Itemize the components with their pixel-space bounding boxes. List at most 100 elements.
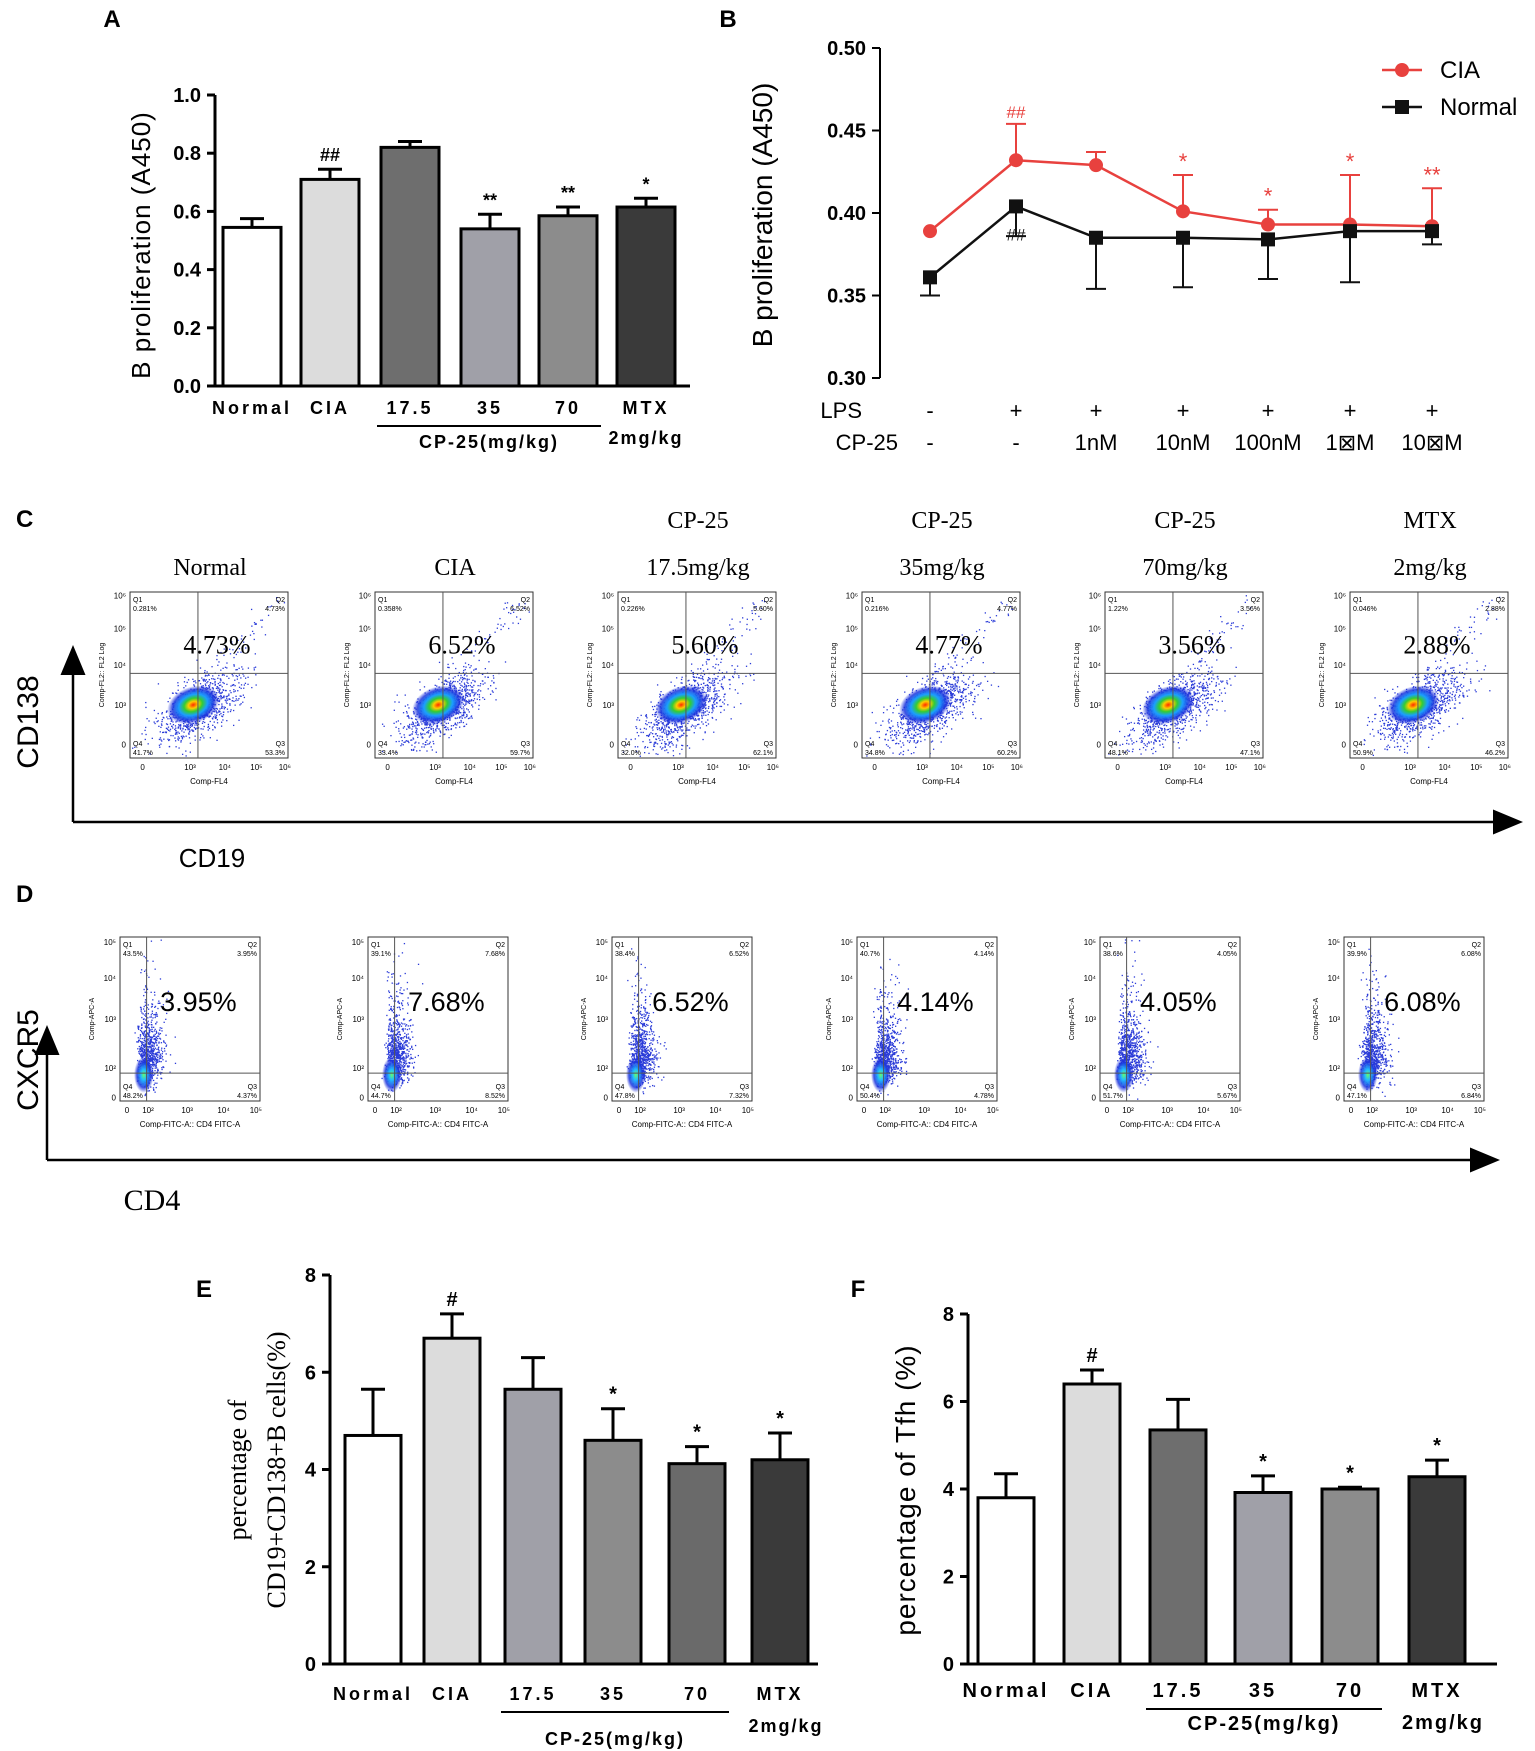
quadrant-name: Q4 xyxy=(133,741,142,748)
event-dot xyxy=(464,662,467,664)
event-dot xyxy=(193,684,195,686)
event-dot xyxy=(654,715,656,718)
event-dot xyxy=(933,680,936,682)
event-dot xyxy=(456,717,459,719)
event-dot xyxy=(163,738,165,740)
event-dot xyxy=(1227,622,1229,624)
event-dot xyxy=(230,685,232,687)
event-dot xyxy=(220,684,222,686)
event-dot xyxy=(222,681,224,684)
event-dot xyxy=(429,735,431,737)
event-dot xyxy=(869,737,872,739)
event-dot xyxy=(472,699,475,702)
event-dot xyxy=(1191,719,1193,721)
event-dot xyxy=(1149,732,1151,735)
event-dot xyxy=(438,728,440,730)
event-dot xyxy=(181,730,183,732)
event-dot xyxy=(928,726,930,728)
event-dot xyxy=(417,722,419,724)
event-dot xyxy=(1192,683,1194,686)
event-dot xyxy=(1128,722,1130,724)
event-dot xyxy=(1201,673,1203,675)
event-dot xyxy=(1206,697,1208,699)
event-dot xyxy=(915,731,917,734)
event-dot xyxy=(933,721,935,723)
event-dot xyxy=(221,686,223,688)
data-point-cia xyxy=(1176,204,1190,219)
event-dot xyxy=(1145,730,1148,732)
event-dot xyxy=(901,724,903,726)
event-dot xyxy=(896,737,898,740)
event-dot xyxy=(476,693,479,696)
event-dot xyxy=(220,696,222,698)
event-dot xyxy=(1001,602,1003,605)
event-dot xyxy=(1169,679,1171,681)
event-dot xyxy=(458,716,461,718)
event-dot xyxy=(943,725,945,727)
event-dot xyxy=(1203,678,1205,681)
event-dot xyxy=(906,721,909,723)
event-dot xyxy=(910,752,913,755)
event-dot xyxy=(1206,664,1208,666)
event-dot xyxy=(953,685,955,687)
event-dot xyxy=(751,612,753,615)
event-dot xyxy=(742,683,744,685)
event-dot xyxy=(664,724,666,727)
event-dot xyxy=(192,729,194,731)
event-dot xyxy=(425,741,427,743)
event-dot xyxy=(734,671,736,673)
event-dot xyxy=(998,610,1001,612)
event-dot xyxy=(1189,725,1192,727)
event-dot xyxy=(411,728,413,730)
event-dot xyxy=(640,731,642,734)
event-dot xyxy=(155,717,157,719)
event-dot xyxy=(432,729,435,731)
event-dot xyxy=(956,688,958,690)
event-dot xyxy=(763,600,766,603)
event-dot xyxy=(450,725,453,727)
event-dot xyxy=(1150,741,1152,743)
event-dot xyxy=(430,746,432,748)
legend-label-normal: Normal xyxy=(1440,94,1517,121)
event-dot xyxy=(157,712,159,715)
event-dot xyxy=(448,736,450,739)
event-dot xyxy=(965,701,967,703)
event-dot xyxy=(235,675,237,677)
event-dot xyxy=(676,738,679,740)
event-dot xyxy=(655,713,657,716)
event-dot xyxy=(741,635,743,637)
event-dot xyxy=(1159,740,1161,742)
event-dot xyxy=(422,743,424,745)
event-dot xyxy=(1160,733,1162,736)
event-dot xyxy=(657,753,659,756)
event-dot xyxy=(1204,701,1206,703)
event-dot xyxy=(470,686,473,688)
event-dot xyxy=(255,684,257,686)
event-dot xyxy=(158,725,160,728)
y-axis-title: B proliferation (A450) xyxy=(747,83,778,348)
event-dot xyxy=(232,684,234,687)
event-dot xyxy=(1132,728,1134,731)
event-dot xyxy=(465,700,467,703)
event-dot xyxy=(1201,657,1203,660)
event-dot xyxy=(506,607,508,609)
event-dot xyxy=(654,705,656,708)
event-dot xyxy=(478,689,480,691)
event-dot xyxy=(1153,690,1155,692)
event-dot xyxy=(941,719,943,722)
event-dot xyxy=(398,701,400,703)
event-dot xyxy=(951,692,953,695)
event-dot xyxy=(229,653,232,655)
event-dot xyxy=(1201,684,1204,686)
event-dot xyxy=(937,680,939,683)
event-dot xyxy=(1146,743,1149,745)
event-dot xyxy=(404,694,406,696)
event-dot xyxy=(883,706,885,708)
event-dot xyxy=(954,707,956,709)
event-dot xyxy=(463,710,465,712)
event-dot xyxy=(1158,687,1160,690)
event-dot xyxy=(464,685,466,688)
event-dot xyxy=(956,682,959,684)
event-dot xyxy=(415,729,418,732)
event-dot xyxy=(177,738,179,740)
